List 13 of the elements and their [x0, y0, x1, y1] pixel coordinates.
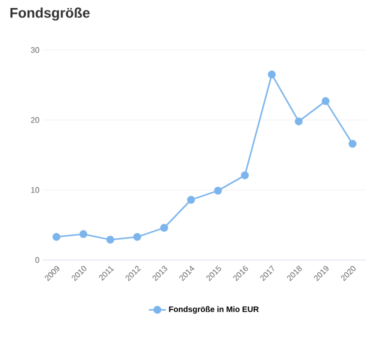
point [52, 232, 60, 241]
point [133, 232, 142, 241]
point [240, 171, 249, 180]
point [106, 236, 114, 244]
point [294, 117, 303, 126]
point [160, 224, 168, 232]
point [79, 230, 88, 238]
point [268, 70, 276, 78]
point [348, 140, 356, 148]
point [214, 186, 222, 195]
chart-title: Fondsgröße [10, 8, 90, 21]
point [187, 196, 195, 204]
point [322, 97, 330, 106]
